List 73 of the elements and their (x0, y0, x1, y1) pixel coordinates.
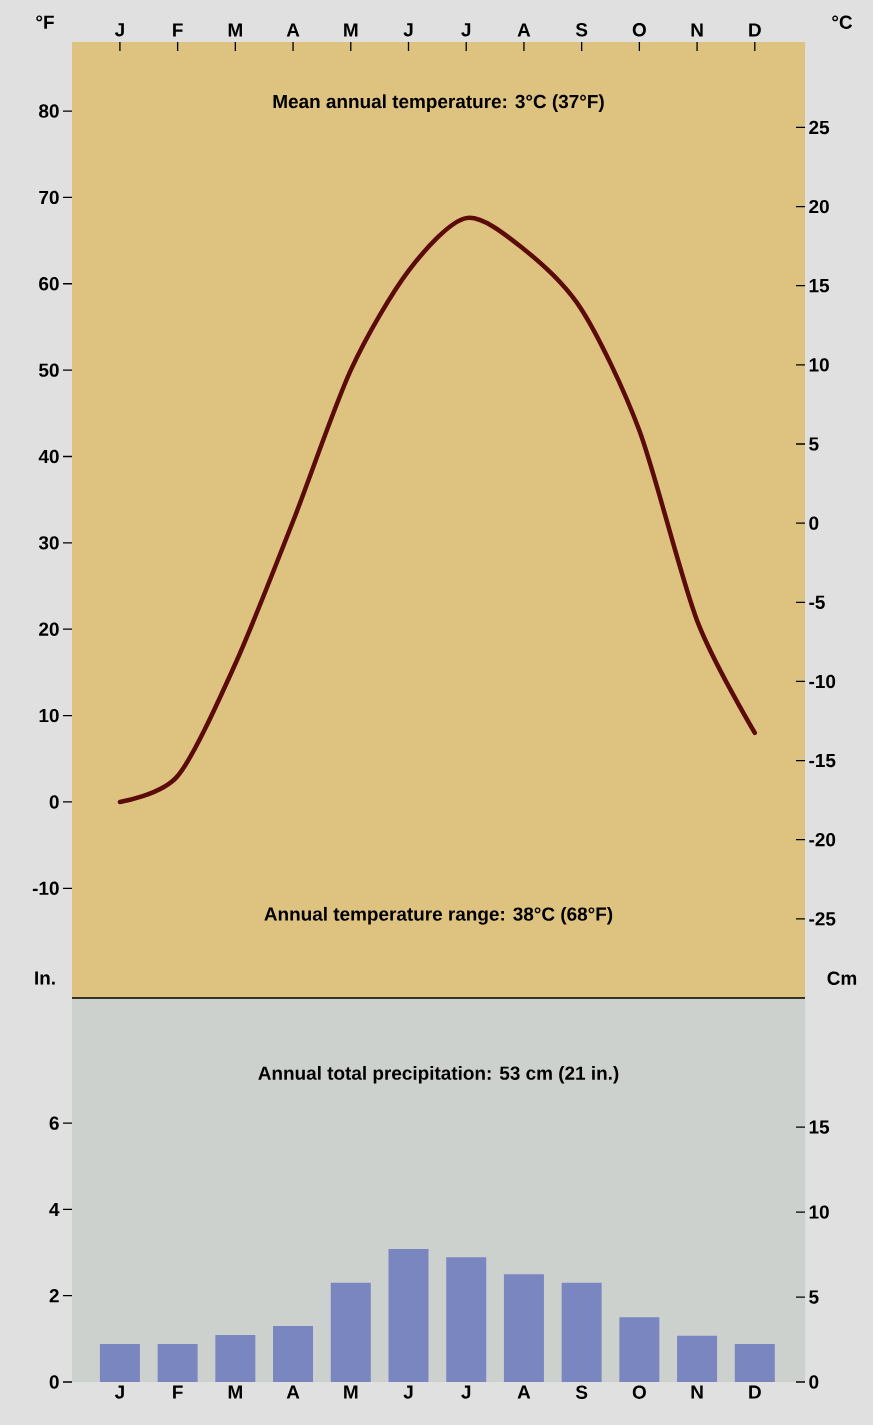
annotation: Annual temperature range: 38°C (68°F) (264, 906, 613, 925)
x-tick-label: A (517, 23, 531, 37)
bar (677, 1335, 718, 1382)
x-tick-label: A (286, 1385, 300, 1399)
y2-tick-label: 5 (809, 437, 819, 451)
y2-tick-label: 20 (809, 199, 829, 214)
x-tick-label: M (228, 23, 242, 37)
x-tick-label: J (114, 1385, 124, 1399)
bar (446, 1257, 487, 1382)
x-tick-label: M (228, 1385, 242, 1399)
y2-tick-label: 15 (809, 279, 830, 293)
y-tick-label: 70 (39, 190, 59, 205)
y-tick-label: 20 (39, 622, 59, 636)
x-tick-label: D (749, 23, 761, 37)
line-series (117, 215, 758, 805)
x-tick-label: J (403, 1385, 413, 1399)
x-tick-label: J (403, 23, 413, 37)
bar (330, 1282, 371, 1382)
annotation: Annual total precipitation: 53 cm (21 in.) (258, 1065, 619, 1084)
bar (215, 1334, 256, 1382)
y2-tick-label: 0 (809, 1375, 819, 1389)
bar (99, 1344, 140, 1382)
y-tick-label: 40 (38, 449, 59, 464)
x-tick-label: M (344, 1385, 358, 1399)
y-axis-title: In. (35, 971, 55, 985)
y2-tick-label: -20 (809, 833, 836, 847)
bar (388, 1249, 429, 1382)
bar (273, 1325, 314, 1382)
x-tick-label: J (461, 1385, 471, 1399)
y2-tick-label: -15 (809, 753, 836, 768)
y-tick-label: 0 (49, 795, 59, 809)
x-tick-label: S (575, 1385, 588, 1399)
y2-tick-label: 0 (809, 516, 819, 530)
y-tick-label: 60 (39, 277, 59, 291)
y2-tick-label: -5 (809, 595, 825, 609)
y-tick-label: 4 (49, 1202, 60, 1216)
y-tick-label: 0 (49, 1375, 59, 1389)
y2-axis-title: °C (832, 15, 853, 29)
y2-tick-label: -25 (809, 912, 836, 926)
y2-tick-label: 10 (809, 358, 829, 372)
x-tick-label: O (632, 23, 646, 37)
x-tick-label: M (344, 23, 358, 37)
bar (157, 1344, 198, 1382)
x-tick-label: A (517, 1385, 531, 1399)
y-tick-label: 80 (39, 104, 59, 118)
y-tick-label: 2 (49, 1289, 59, 1303)
x-tick-label: A (286, 23, 300, 37)
bar (561, 1282, 602, 1382)
y2-axis-title: Cm (827, 971, 857, 985)
y-tick-label: 50 (39, 363, 59, 377)
x-tick-label: N (691, 23, 703, 37)
y-tick-label: 6 (49, 1116, 59, 1130)
bar (619, 1317, 660, 1382)
x-tick-label: D (749, 1385, 761, 1399)
x-tick-label: J (461, 23, 471, 37)
x-tick-label: S (575, 23, 588, 37)
y2-tick-label: -10 (809, 674, 836, 689)
bar (503, 1274, 544, 1382)
x-tick-label: O (632, 1385, 646, 1399)
annotation: Mean annual temperature: 3°C (37°F) (273, 94, 604, 112)
y-tick-label: -10 (32, 881, 59, 896)
y-tick-label: 10 (39, 708, 59, 723)
x-tick-label: F (173, 23, 183, 37)
y2-tick-label: 5 (809, 1290, 819, 1304)
y2-tick-label: 10 (809, 1205, 829, 1219)
y-axis-title: °F (36, 15, 54, 29)
x-tick-label: F (173, 1385, 183, 1399)
y2-tick-label: 25 (809, 120, 830, 135)
y-tick-label: 30 (38, 536, 59, 550)
bar (734, 1344, 775, 1382)
y2-tick-label: 15 (809, 1120, 830, 1134)
x-tick-label: N (691, 1385, 703, 1399)
x-tick-label: J (114, 23, 124, 37)
